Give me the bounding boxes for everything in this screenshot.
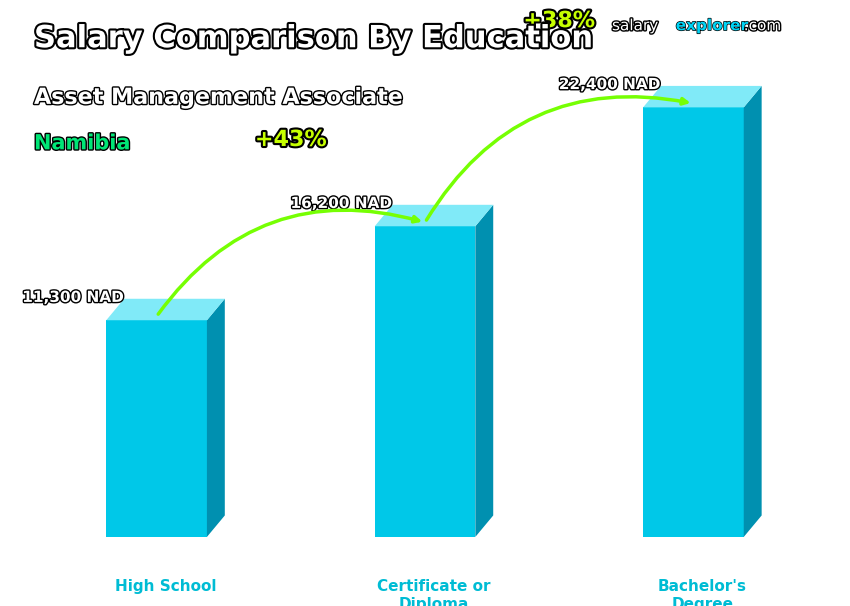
Bar [375, 226, 475, 537]
Text: High School: High School [115, 579, 216, 594]
Text: Asset Management Associate: Asset Management Associate [34, 88, 404, 108]
Text: 22,400 NAD: 22,400 NAD [558, 77, 660, 92]
Text: 11,300 NAD: 11,300 NAD [22, 290, 123, 305]
Polygon shape [375, 205, 493, 226]
Text: Certificate or
Diploma: Certificate or Diploma [377, 579, 490, 606]
Text: .com: .com [744, 18, 781, 33]
Text: Bachelor's
Degree: Bachelor's Degree [658, 579, 747, 606]
Text: 16,200 NAD: 16,200 NAD [291, 196, 392, 211]
Text: +43%: +43% [255, 130, 326, 150]
Text: Average Monthly Salary: Average Monthly Salary [814, 267, 824, 400]
Polygon shape [475, 205, 493, 537]
Polygon shape [744, 86, 762, 537]
Text: +38%: +38% [524, 11, 595, 31]
Polygon shape [643, 86, 762, 107]
Polygon shape [106, 299, 224, 320]
Text: salary: salary [612, 18, 659, 33]
Bar [106, 320, 207, 537]
Text: Salary Comparison By Education: Salary Comparison By Education [34, 24, 591, 53]
Text: explorer: explorer [676, 18, 748, 33]
Polygon shape [207, 299, 224, 537]
Bar [643, 107, 744, 537]
Text: Namibia: Namibia [34, 133, 130, 153]
